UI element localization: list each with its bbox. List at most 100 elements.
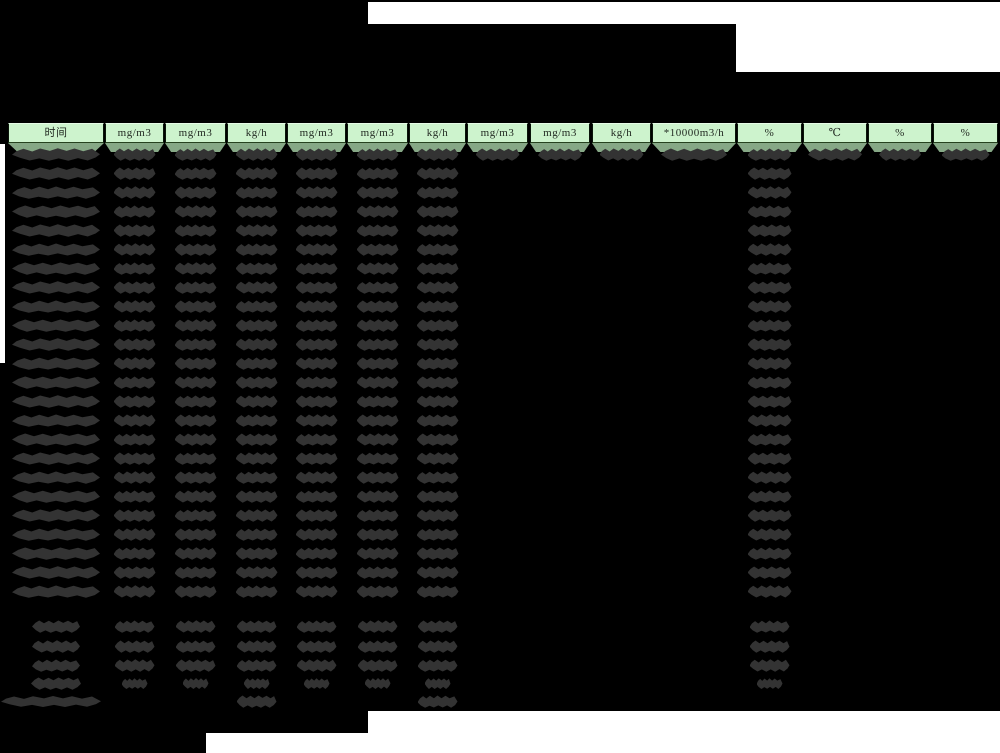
redacted-cell (174, 528, 217, 541)
redacted-cell (174, 566, 217, 579)
redacted-cell (113, 433, 156, 446)
redacted-cell (174, 205, 217, 218)
redacted-cell (356, 414, 399, 427)
redacted-summary-value (236, 659, 277, 672)
redacted-cell (235, 547, 278, 560)
redacted-cell (808, 148, 862, 161)
redacted-cell (174, 319, 217, 332)
redacted-cell (113, 490, 156, 503)
redacted-cell (416, 585, 459, 598)
redacted-cell (235, 167, 278, 180)
redacted-timestamp (12, 319, 100, 332)
redacted-cell (235, 281, 278, 294)
redacted-cell (416, 224, 459, 237)
redacted-cell (113, 585, 156, 598)
redacted-timestamp (12, 547, 100, 560)
redacted-cell (235, 262, 278, 275)
redacted-cell (295, 509, 338, 522)
redacted-cell (235, 300, 278, 313)
redacted-cell (416, 186, 459, 199)
redacted-cell (747, 281, 792, 294)
redacted-cell (174, 300, 217, 313)
redacted-cell (174, 490, 217, 503)
column-header-3: kg/h (227, 123, 286, 143)
first-row-highlight-strip (165, 143, 226, 152)
column-header-4: mg/m3 (287, 123, 346, 143)
redacted-cell (356, 262, 399, 275)
redacted-cell (113, 471, 156, 484)
redacted-cell (113, 452, 156, 465)
redacted-cell (235, 357, 278, 370)
first-row-highlight-strip (409, 143, 466, 152)
redacted-cell (113, 205, 156, 218)
column-header-7: mg/m3 (467, 123, 528, 143)
redacted-cell (113, 395, 156, 408)
redacted-cell (295, 566, 338, 579)
redacted-cell (295, 414, 338, 427)
redacted-total-label (1, 696, 101, 707)
redacted-cell (295, 338, 338, 351)
redacted-summary-value (114, 659, 155, 672)
redacted-summary-value (296, 659, 337, 672)
first-row-highlight-strip (287, 143, 346, 152)
redacted-cell (356, 319, 399, 332)
redacted-cell (295, 205, 338, 218)
redacted-cell (416, 319, 459, 332)
redacted-timestamp (12, 262, 100, 275)
redacted-cell (416, 490, 459, 503)
redacted-cell (416, 357, 459, 370)
redacted-cell (235, 224, 278, 237)
redacted-cell (113, 148, 156, 161)
redacted-cell (174, 357, 217, 370)
redacted-cell (416, 338, 459, 351)
redacted-summary-label (32, 620, 80, 633)
redacted-summary-value (424, 678, 451, 689)
redacted-cell (174, 585, 217, 598)
redacted-cell (295, 490, 338, 503)
redacted-cell (174, 414, 217, 427)
redacted-cell (356, 433, 399, 446)
redacted-summary-label (32, 640, 80, 653)
redacted-cell (747, 452, 792, 465)
page-white-region (736, 24, 1000, 72)
redacted-cell (113, 243, 156, 256)
redacted-timestamp (12, 338, 100, 351)
redacted-cell (113, 566, 156, 579)
redacted-cell (356, 452, 399, 465)
redacted-cell (747, 148, 792, 161)
page-white-region (368, 2, 1000, 24)
redacted-cell (356, 224, 399, 237)
redacted-cell (416, 471, 459, 484)
redacted-cell (113, 186, 156, 199)
redacted-cell (747, 471, 792, 484)
first-row-highlight-strip (652, 143, 736, 152)
redacted-cell (416, 281, 459, 294)
redacted-summary-value (417, 640, 458, 653)
redacted-cell (747, 509, 792, 522)
first-row-highlight-strip (467, 143, 528, 152)
redacted-cell (747, 243, 792, 256)
redacted-cell (747, 376, 792, 389)
redacted-cell (174, 186, 217, 199)
redacted-cell (295, 319, 338, 332)
redacted-cell (747, 490, 792, 503)
redacted-cell (113, 224, 156, 237)
redacted-timestamp (12, 528, 100, 541)
redacted-summary-label (31, 677, 81, 690)
redacted-cell (747, 547, 792, 560)
redacted-cell (235, 585, 278, 598)
redacted-cell (295, 471, 338, 484)
redacted-summary-value (364, 678, 391, 689)
redacted-cell (356, 281, 399, 294)
redacted-timestamp (12, 395, 100, 408)
redacted-cell (174, 281, 217, 294)
column-header-5: mg/m3 (347, 123, 408, 143)
redacted-summary-value (182, 678, 209, 689)
redacted-cell (113, 357, 156, 370)
redacted-timestamp (12, 585, 100, 598)
redacted-cell (113, 528, 156, 541)
redacted-cell (113, 547, 156, 560)
redacted-timestamp (12, 224, 100, 237)
redacted-cell (356, 167, 399, 180)
redacted-cell (599, 148, 644, 161)
